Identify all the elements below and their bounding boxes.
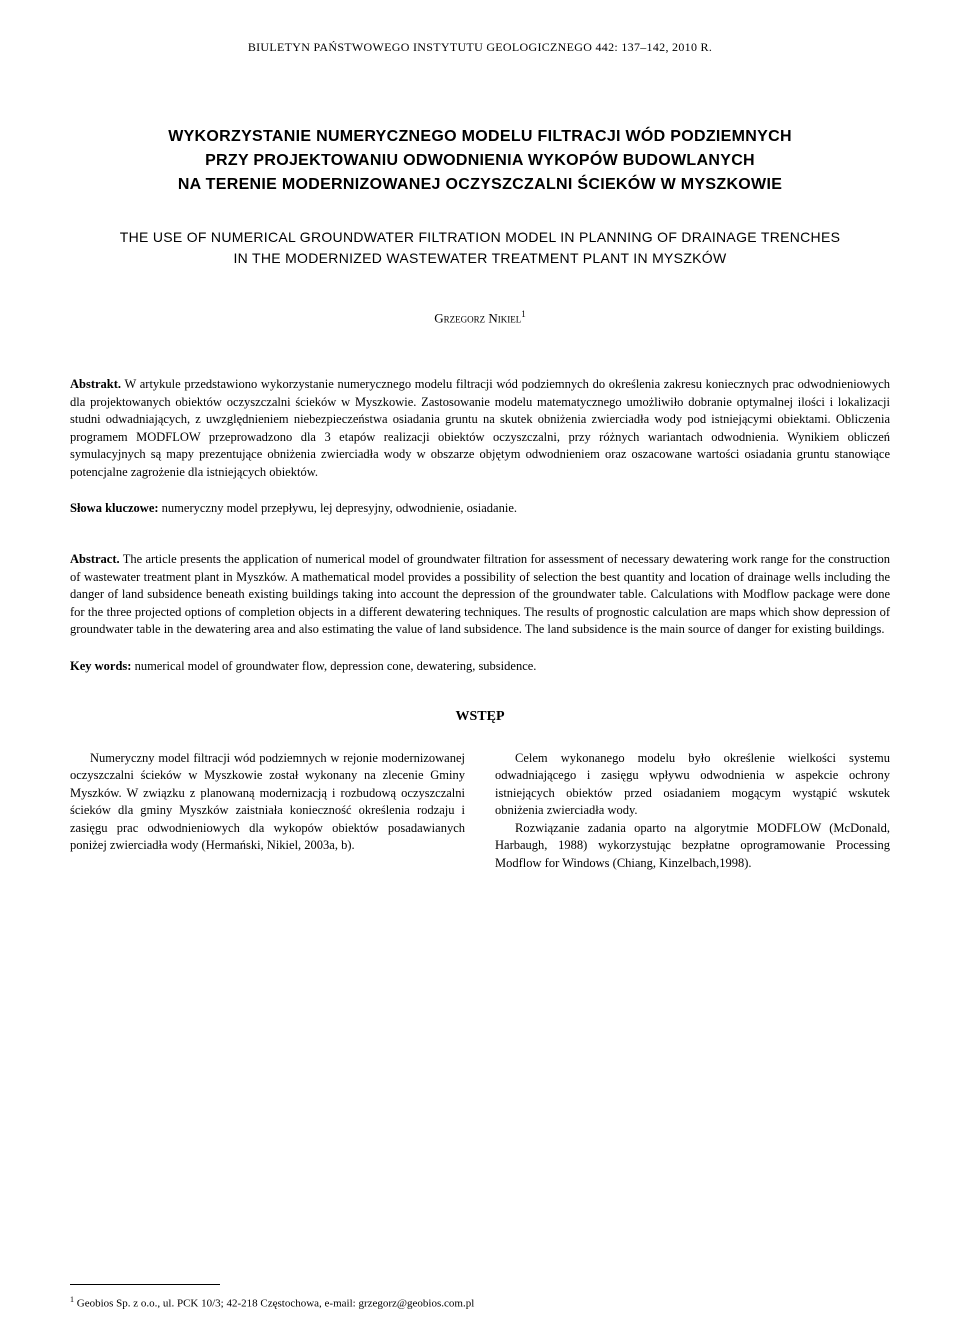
abstract-english-text: The article presents the application of … [70, 552, 890, 636]
journal-header: BIULETYN PAŃSTWOWEGO INSTYTUTU GEOLOGICZ… [70, 40, 890, 55]
author-ref: 1 [521, 309, 526, 319]
intro-right-paragraph-1: Celem wykonanego modelu było określenie … [495, 750, 890, 820]
title-english: THE USE OF NUMERICAL GROUNDWATER FILTRAT… [70, 227, 890, 269]
intro-right-paragraph-2: Rozwiązanie zadania oparto na algorytmie… [495, 820, 890, 873]
title-english-line2: IN THE MODERNIZED WASTEWATER TREATMENT P… [233, 250, 726, 266]
title-polish: WYKORZYSTANIE NUMERYCZNEGO MODELU FILTRA… [70, 125, 890, 197]
author-line: Grzegorz Nikiel1 [70, 309, 890, 326]
abstract-polish-text: W artykule przedstawiono wykorzystanie n… [70, 377, 890, 479]
title-polish-line1: WYKORZYSTANIE NUMERYCZNEGO MODELU FILTRA… [168, 128, 792, 145]
abstract-english-label: Abstract. [70, 552, 120, 566]
keywords-polish-label: Słowa kluczowe: [70, 501, 159, 515]
keywords-english-label: Key words: [70, 659, 131, 673]
keywords-polish-text: numeryczny model przepływu, lej depresyj… [159, 501, 517, 515]
title-polish-line2: PRZY PROJEKTOWANIU ODWODNIENIA WYKOPÓW B… [205, 152, 755, 169]
footnote-divider [70, 1284, 220, 1285]
intro-column-right: Celem wykonanego modelu było określenie … [495, 750, 890, 873]
abstract-polish-label: Abstrakt. [70, 377, 121, 391]
title-polish-line3: NA TERENIE MODERNIZOWANEJ OCZYSZCZALNI Ś… [178, 176, 782, 193]
intro-column-left: Numeryczny model filtracji wód podziemny… [70, 750, 465, 873]
intro-left-paragraph: Numeryczny model filtracji wód podziemny… [70, 750, 465, 855]
author-name: Grzegorz Nikiel [434, 310, 521, 325]
footnote: 1 Geobios Sp. z o.o., ul. PCK 10/3; 42-2… [70, 1295, 474, 1310]
abstract-polish: Abstrakt. W artykule przedstawiono wykor… [70, 376, 890, 481]
keywords-english-text: numerical model of groundwater flow, dep… [131, 659, 536, 673]
title-english-line1: THE USE OF NUMERICAL GROUNDWATER FILTRAT… [120, 229, 841, 245]
abstract-english: Abstract. The article presents the appli… [70, 551, 890, 639]
section-title-intro: WSTĘP [70, 709, 890, 725]
footnote-text: Geobios Sp. z o.o., ul. PCK 10/3; 42-218… [74, 1298, 474, 1310]
keywords-english: Key words: numerical model of groundwate… [70, 659, 890, 674]
keywords-polish: Słowa kluczowe: numeryczny model przepły… [70, 501, 890, 516]
intro-columns: Numeryczny model filtracji wód podziemny… [70, 750, 890, 873]
